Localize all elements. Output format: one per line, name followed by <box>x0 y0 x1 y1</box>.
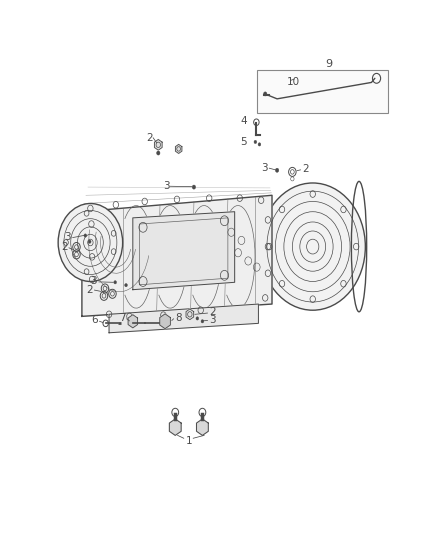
Text: 3: 3 <box>91 277 97 286</box>
Circle shape <box>254 140 257 143</box>
Text: 2: 2 <box>86 285 93 295</box>
Text: 2: 2 <box>61 242 67 252</box>
Circle shape <box>125 284 127 287</box>
Text: 2: 2 <box>209 307 216 317</box>
Text: 10: 10 <box>287 77 300 86</box>
Text: 6: 6 <box>92 316 98 326</box>
Circle shape <box>192 185 196 189</box>
Circle shape <box>156 151 160 155</box>
Polygon shape <box>175 144 182 154</box>
Circle shape <box>58 204 123 281</box>
Text: 9: 9 <box>325 59 333 69</box>
Polygon shape <box>128 314 138 328</box>
Circle shape <box>88 240 91 243</box>
Text: 5: 5 <box>240 137 247 147</box>
Text: 3: 3 <box>163 181 170 191</box>
Circle shape <box>201 320 204 323</box>
Circle shape <box>196 317 199 320</box>
Circle shape <box>264 92 267 96</box>
Text: 4: 4 <box>241 116 247 126</box>
Text: 7: 7 <box>119 313 125 323</box>
Polygon shape <box>109 304 258 333</box>
Bar <box>257 70 389 113</box>
Text: 2: 2 <box>146 133 153 143</box>
Circle shape <box>276 168 279 172</box>
Text: 8: 8 <box>175 313 182 323</box>
Circle shape <box>260 183 365 310</box>
Polygon shape <box>197 419 208 435</box>
Text: 3: 3 <box>261 163 268 173</box>
Text: 2: 2 <box>303 164 309 174</box>
Polygon shape <box>133 212 235 290</box>
Polygon shape <box>186 309 194 320</box>
Text: 1: 1 <box>186 435 192 446</box>
Polygon shape <box>155 140 162 150</box>
Polygon shape <box>170 419 181 435</box>
Circle shape <box>258 143 261 146</box>
Text: 3: 3 <box>209 315 216 325</box>
Polygon shape <box>160 314 170 329</box>
Circle shape <box>114 281 117 284</box>
Circle shape <box>84 234 87 237</box>
Polygon shape <box>82 195 272 317</box>
Text: 3: 3 <box>64 232 71 242</box>
